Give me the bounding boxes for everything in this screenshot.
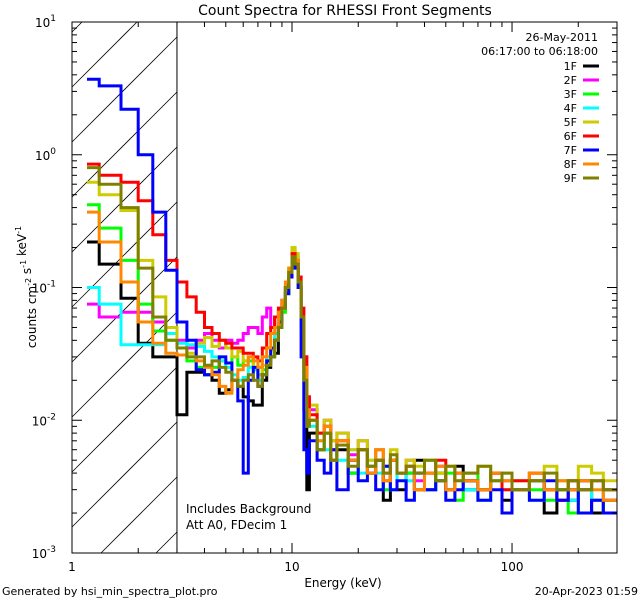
y-tick-label: 10-3 [32,545,56,561]
hatch-line [155,531,178,554]
y-tick-label: 101 [35,14,56,30]
date-label: 26-May-2011 [526,31,598,44]
x-axis-label: Energy (keV) [304,576,381,590]
hatch-line [71,36,178,143]
time-range-label: 06:17:00 to 06:18:00 [481,45,598,58]
y-tick-label: 100 [35,147,56,163]
hatch-line [71,201,178,308]
annotation-background: Includes Background [186,502,311,516]
hatch-line [71,91,178,198]
legend-label-8F: 8F [564,158,577,171]
chart-title: Count Spectra for RHESSI Front Segments [198,3,492,19]
annotation-attenuator: Att A0, FDecim 1 [186,518,287,532]
x-tick-label: 10 [284,560,299,574]
hatch-line [71,21,138,88]
legend-label-1F: 1F [564,60,577,73]
hatch-line [71,21,83,33]
series-7F [87,77,617,515]
legend-label-2F: 2F [564,74,577,87]
footer-timestamp: 20-Apr-2023 01:59 [535,585,638,598]
legend-label-4F: 4F [564,102,577,115]
hatch-line [100,476,178,554]
legend-label-9F: 9F [564,172,577,185]
hatch-line [71,256,178,363]
y-tick-label: 10-1 [32,280,56,296]
x-tick-label: 1 [68,560,76,574]
series-4F [87,249,617,502]
legend-label-7F: 7F [564,144,577,157]
excluded-region-hatch [71,21,178,554]
legend-label-3F: 3F [564,88,577,101]
hatch-line [71,421,178,528]
hatch-line [71,366,178,473]
footer-generated-by: Generated by hsi_min_spectra_plot.pro [2,585,218,598]
y-axis-label: counts cm-2 s-1 keV-1 [14,226,39,348]
legend-label-5F: 5F [564,116,577,129]
y-tick-label: 10-2 [32,412,56,428]
hatch-line [71,146,178,253]
x-tick-label: 100 [501,560,524,574]
hatch-line [71,311,178,418]
legend-label-6F: 6F [564,130,577,143]
series-9F [87,166,617,492]
